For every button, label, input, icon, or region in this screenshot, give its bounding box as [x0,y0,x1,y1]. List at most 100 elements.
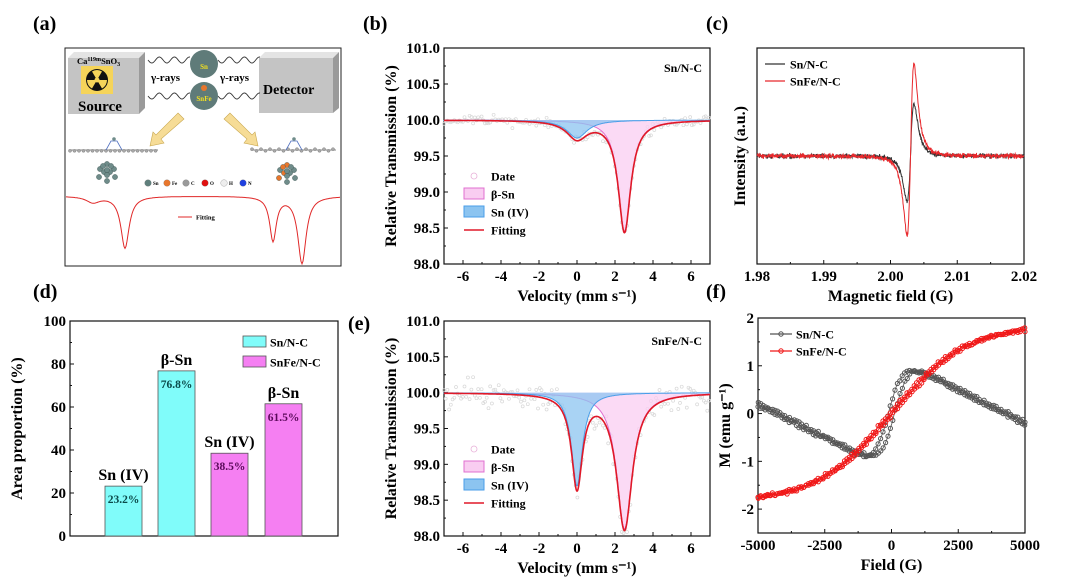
data-point [837,464,843,471]
y-tick-label: 101.0 [406,41,440,57]
data-point [478,395,482,400]
data-point [878,423,884,429]
y-axis-label: Relative Transmission (%) [383,338,400,520]
legend-label: Sn (IV) [491,206,529,220]
data-point [539,388,544,392]
data-point [772,407,778,413]
data-point [870,429,876,435]
data-point [491,112,496,117]
data-point [625,530,629,534]
legend-label: Fitting [491,497,526,511]
data-point [880,422,886,428]
panel-label-d: (d) [33,281,57,303]
legend-beta-sn-swatch [463,187,485,200]
atom-legend-label: H [229,182,233,187]
data-point [885,416,891,422]
y-tick-label: 100 [44,314,67,330]
x-tick-label: 2 [611,269,619,285]
data-point [842,442,848,448]
data-point [786,414,793,421]
x-tick-label: 0 [888,538,896,554]
y-tick-label: 100.5 [406,350,440,366]
data-point [597,420,602,425]
data-point [527,387,532,392]
data-point [684,122,689,127]
x-tick-label: -6 [457,541,470,557]
data-point [875,441,881,447]
y-tick-label: 98.0 [414,257,440,273]
data-point [544,115,549,120]
epr-curve-snfe-nc [756,62,1025,237]
gamma-wave [147,56,191,64]
data-point [447,407,451,412]
data-point [681,123,686,128]
data-point [462,384,467,389]
data-point [501,388,506,393]
y-tick-label: 40 [51,443,66,459]
data-point [471,121,475,126]
data-point [647,134,652,138]
data-point [657,388,662,392]
chart-b: -6 -4 -2 0 2 4 6 98.0 98.5 99.0 99.5 100.0 100.5 101.… [383,41,711,305]
y-tick-label: 80 [51,357,66,373]
data-point [688,387,693,391]
fitting-curve [66,196,341,266]
data-point [950,352,956,358]
sample-annotation: Sn/N-C [664,61,702,75]
data-point [466,375,470,380]
arrow-right-icon [223,112,259,147]
atom-legend-label: Sn [153,182,159,187]
data-point [442,122,446,126]
data-point [488,384,493,389]
data-point [467,397,472,401]
x-axis-label: Field (G) [861,557,923,574]
source-compound-label: Ca119mSnO3 [77,56,120,68]
x-tick-label: -2 [533,269,546,285]
data-point [906,367,913,374]
data-point [544,407,549,412]
data-point [892,387,898,393]
y-tick-label: 100.5 [406,77,440,93]
bar-value-label: 23.2% [108,494,140,506]
data-point [820,432,826,438]
x-tick-label: 2.02 [1011,269,1037,285]
atom-legend: Sn Fe C O H N [144,179,252,187]
bar-category-label: Sn (IV) [98,467,148,484]
data-point [964,393,970,399]
data-point [923,372,930,378]
data-point [897,390,903,397]
x-axis-label: Velocity (mm s⁻¹) [517,560,636,577]
source-block: Ca119mSnO3 Source [68,52,145,115]
epr-curve-sn-nc [756,101,1025,204]
data-point [483,399,487,404]
graphene-chain-right [250,137,336,153]
data-point [856,447,862,454]
data-point [448,402,453,407]
y-tick-label: 99.5 [414,422,440,438]
data-point [532,397,537,402]
data-point [517,395,522,400]
data-point [919,368,925,374]
x-tick-label: 6 [687,541,695,557]
hysteresis-branch [758,370,1026,457]
legend-label: Sn/N-C [270,336,308,350]
sample-annotation: SnFe/N-C [651,334,702,348]
atom-fe-icon [163,179,171,187]
data-point [460,395,465,399]
data-point [585,435,590,439]
data-point [454,385,458,389]
data-point [691,122,696,127]
data-point [486,406,491,411]
y-tick-label: 100.0 [406,113,440,129]
bar-category-label: β-Sn [161,352,193,369]
data-point [669,408,674,413]
atom-legend-label: N [248,182,252,187]
data-point [443,396,448,401]
data-point [671,398,675,403]
x-tick-label: 1.99 [811,269,837,285]
data-point [947,381,954,387]
legend-label: Date [491,170,516,184]
data-point [548,400,552,405]
data-point [796,425,802,431]
data-point [887,425,894,431]
